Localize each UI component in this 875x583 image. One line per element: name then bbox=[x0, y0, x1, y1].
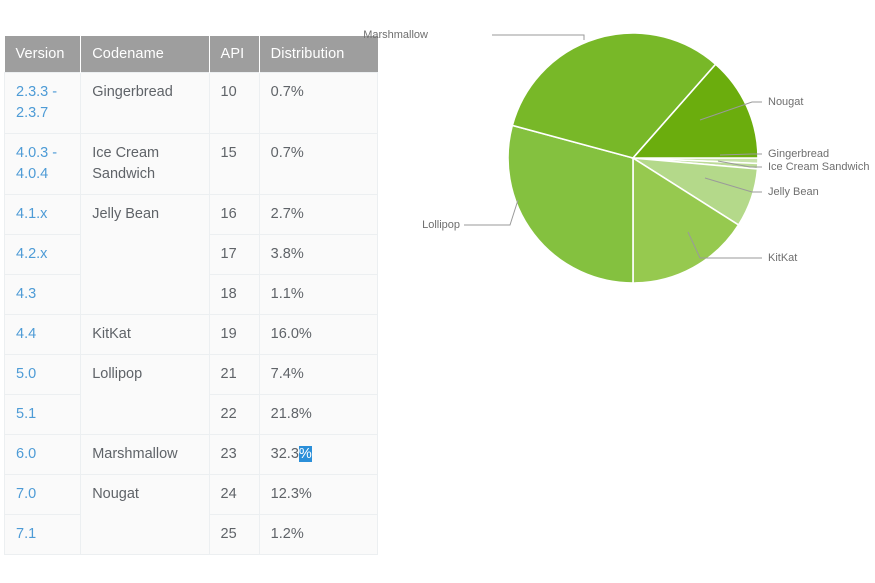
cell-api: 22 bbox=[208, 394, 260, 436]
table-row: 4.0.3 - 4.0.4 Ice Cream Sandwich 15 0.7% bbox=[3, 133, 379, 196]
pie-label-nougat: Nougat bbox=[768, 96, 804, 108]
pie-chart-svg bbox=[464, 32, 762, 284]
cell-codename: Jelly Bean bbox=[80, 194, 210, 316]
pie-slices bbox=[507, 32, 759, 284]
cell-version[interactable]: 5.0 bbox=[3, 354, 82, 396]
cell-distribution: 7.4% bbox=[258, 354, 379, 396]
leader-lines bbox=[464, 34, 762, 259]
table-row: 7.0 Nougat 24 12.3% bbox=[3, 474, 379, 556]
cell-distribution: 2.7% bbox=[258, 194, 379, 236]
cell-version[interactable]: 4.1.x bbox=[3, 194, 82, 236]
column-header-distribution: Distribution bbox=[259, 36, 378, 73]
table-row: 5.0 Lollipop 21 7.4% bbox=[3, 354, 379, 436]
cell-api: 25 bbox=[208, 514, 260, 556]
cell-api: 24 bbox=[208, 474, 260, 516]
cell-version[interactable]: 4.0.3 - 4.0.4 bbox=[3, 133, 82, 196]
text-selection-highlight: % bbox=[298, 446, 312, 463]
column-header-api: API bbox=[209, 36, 260, 73]
leader-line-ice-cream-sandwich bbox=[717, 160, 762, 168]
pie-label-lollipop: Lollipop bbox=[422, 219, 460, 231]
table-row: 2.3.3 - 2.3.7 Gingerbread 10 0.7% bbox=[3, 71, 379, 135]
table-body: 2.3.3 - 2.3.7 Gingerbread 10 0.7% 4.0.3 - 4.… bbox=[3, 71, 379, 556]
cell-codename: Ice Cream Sandwich bbox=[80, 133, 210, 196]
cell-codename: Lollipop bbox=[80, 354, 210, 436]
cell-api: 16 bbox=[208, 194, 260, 236]
leader-line-kitkat bbox=[687, 231, 762, 259]
cell-version[interactable]: 4.3 bbox=[3, 274, 82, 316]
cell-api: 19 bbox=[208, 314, 260, 356]
table-row: 4.2.x 17 3.8% bbox=[3, 234, 379, 276]
cell-codename: KitKat bbox=[80, 314, 210, 356]
cell-version[interactable]: 4.2.x bbox=[3, 234, 82, 276]
cell-codename: Marshmallow bbox=[80, 434, 210, 476]
leader-line-nougat bbox=[699, 101, 762, 121]
column-header-version: Version bbox=[4, 36, 82, 73]
cell-version[interactable]: 7.0 bbox=[3, 474, 82, 516]
leader-line-lollipop bbox=[464, 199, 519, 226]
cell-version[interactable]: 7.1 bbox=[3, 514, 82, 556]
cell-distribution: 32.3% bbox=[258, 434, 379, 476]
cell-distribution: 21.8% bbox=[258, 394, 379, 436]
leader-line-gingerbread bbox=[719, 153, 762, 156]
leader-line-jelly-bean bbox=[704, 177, 762, 193]
table-row: 4.3 18 1.1% bbox=[3, 274, 379, 316]
cell-codename: Gingerbread bbox=[80, 71, 210, 135]
cell-version[interactable]: 5.1 bbox=[3, 394, 82, 436]
pie-slice-marshmallow[interactable] bbox=[511, 32, 717, 159]
cell-api: 18 bbox=[208, 274, 260, 316]
pie-label-marshmallow: Marshmallow bbox=[363, 29, 428, 41]
cell-version[interactable]: 2.3.3 - 2.3.7 bbox=[3, 71, 82, 135]
cell-version[interactable]: 4.4 bbox=[3, 314, 82, 356]
cell-codename: Nougat bbox=[80, 474, 210, 556]
cell-distribution: 0.7% bbox=[258, 133, 379, 196]
table-row: 4.1.x Jelly Bean 16 2.7% bbox=[3, 194, 379, 316]
pie-label-gingerbread: Gingerbread bbox=[768, 148, 830, 160]
leader-line-marshmallow bbox=[492, 34, 585, 40]
table-row: 4.4 KitKat 19 16.0% bbox=[3, 314, 379, 356]
cell-api: 10 bbox=[208, 71, 260, 135]
pie-label-kitkat: KitKat bbox=[768, 252, 798, 264]
platform-distribution-table: Version Codename API Distribution 2.3.3 … bbox=[3, 36, 379, 556]
pie-label-jelly-bean: Jelly Bean bbox=[768, 186, 819, 198]
cell-api: 23 bbox=[208, 434, 260, 476]
cell-version[interactable]: 6.0 bbox=[3, 434, 82, 476]
cell-distribution: 0.7% bbox=[258, 71, 379, 135]
pie-slice-lollipop[interactable] bbox=[507, 124, 634, 284]
table-row: 6.0 Marshmallow 23 32.3% bbox=[3, 434, 379, 476]
pie-slice-kitkat[interactable] bbox=[632, 156, 740, 284]
cell-api: 15 bbox=[208, 133, 260, 196]
cell-distribution: 12.3% bbox=[258, 474, 379, 516]
table-row: 7.1 25 1.2% bbox=[3, 514, 379, 556]
cell-distribution: 16.0% bbox=[258, 314, 379, 356]
pie-slice-nougat[interactable] bbox=[631, 63, 759, 159]
cell-distribution: 1.1% bbox=[258, 274, 379, 316]
column-header-codename: Codename bbox=[80, 36, 210, 73]
table-row: 5.1 22 21.8% bbox=[3, 394, 379, 436]
cell-distribution: 1.2% bbox=[258, 514, 379, 556]
pie-label-ice-cream-sandwich: Ice Cream Sandwich bbox=[768, 161, 870, 173]
table-header-row: Version Codename API Distribution bbox=[4, 36, 378, 73]
cell-api: 17 bbox=[208, 234, 260, 276]
cell-api: 21 bbox=[208, 354, 260, 396]
table-header: Version Codename API Distribution bbox=[4, 36, 378, 73]
cell-distribution: 3.8% bbox=[258, 234, 379, 276]
distribution-pie-chart: Marshmallow Nougat Gingerbread Ice Cream… bbox=[363, 0, 875, 583]
